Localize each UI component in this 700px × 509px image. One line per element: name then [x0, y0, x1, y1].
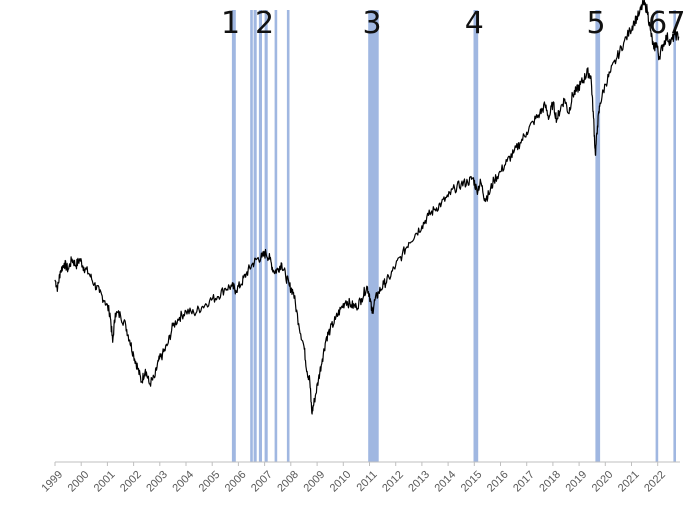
x-tick-label: 2010 — [328, 469, 354, 495]
event-label-3: 3 — [363, 6, 382, 41]
event-band-11 — [655, 10, 659, 462]
event-band-4 — [258, 10, 262, 462]
event-band-5 — [264, 10, 268, 462]
event-band-1 — [231, 10, 236, 462]
x-tick-label: 2003 — [144, 469, 170, 495]
event-band-7 — [286, 10, 290, 462]
event-label-2: 2 — [255, 6, 274, 41]
event-band-8 — [368, 10, 379, 462]
x-tick-label: 2006 — [223, 469, 249, 495]
event-label-7: 7 — [667, 6, 686, 41]
event-band-10 — [595, 10, 601, 462]
event-band-3 — [253, 10, 257, 462]
x-tick-label: 2015 — [459, 469, 485, 495]
x-tick-label: 1999 — [39, 469, 65, 495]
series-line — [54, 0, 680, 415]
x-tick-label: 2017 — [511, 469, 537, 495]
x-axis-ticks: 1999 2000 2001 2002 2003 2004 2005 2006 2007 2008… — [39, 462, 668, 495]
x-tick-label: 2004 — [170, 469, 196, 495]
event-label-5: 5 — [587, 6, 606, 41]
x-tick-label: 2008 — [275, 469, 301, 495]
event-label-6: 6 — [648, 6, 667, 41]
x-tick-label: 2000 — [66, 469, 92, 495]
event-band-2 — [250, 10, 253, 462]
x-tick-label: 2016 — [485, 469, 511, 495]
x-tick-label: 2012 — [380, 469, 406, 495]
x-tick-label: 2011 — [355, 469, 380, 494]
x-tick-label: 2022 — [642, 469, 668, 495]
x-tick-label: 2014 — [433, 469, 459, 495]
x-tick-label: 2005 — [197, 469, 223, 495]
event-bands — [231, 10, 676, 462]
event-label-1: 1 — [221, 6, 240, 41]
x-tick-label: 2019 — [564, 469, 590, 495]
x-tick-label: 2007 — [249, 469, 275, 495]
x-tick-label: 2013 — [406, 469, 432, 495]
x-tick-label: 2001 — [92, 469, 118, 495]
x-tick-label: 2018 — [537, 469, 563, 495]
x-tick-label: 2021 — [616, 469, 642, 495]
event-band-6 — [274, 10, 278, 462]
event-band-9 — [473, 10, 479, 462]
x-tick-label: 2009 — [302, 469, 328, 495]
x-tick-label: 2002 — [118, 469, 144, 495]
event-label-4: 4 — [465, 6, 484, 41]
x-tick-label: 2020 — [590, 469, 616, 495]
event-band-12 — [673, 10, 676, 462]
